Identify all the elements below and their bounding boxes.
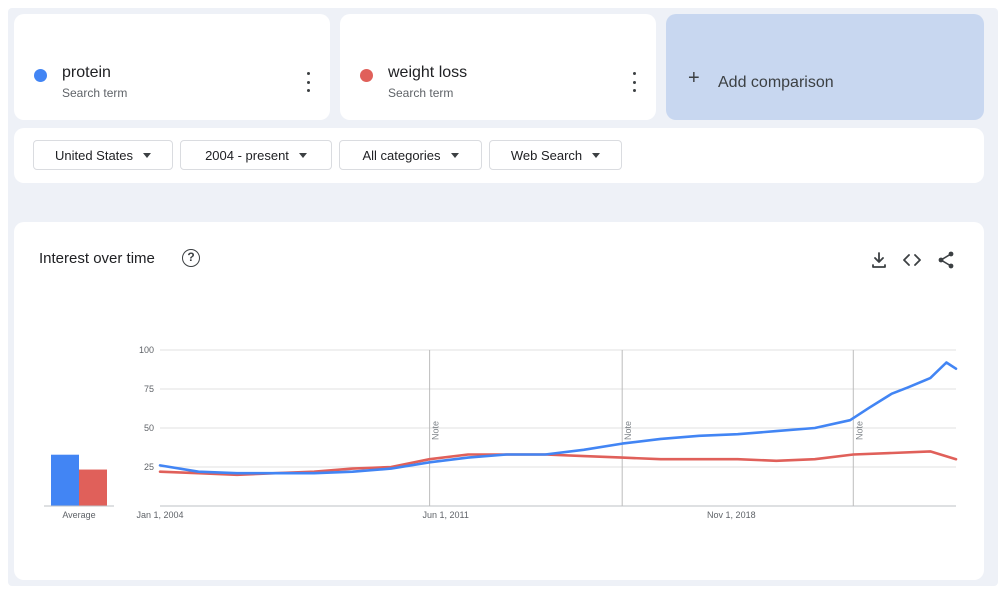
time-filter-dropdown[interactable]: 2004 - present (180, 140, 332, 170)
x-tick-label: Jan 1, 2004 (136, 510, 183, 520)
series-line-protein (158, 361, 958, 475)
search-term-name[interactable]: protein (62, 64, 111, 81)
caret-down-icon (450, 152, 459, 158)
search-term-sublabel: Search term (388, 86, 454, 100)
caret-down-icon (143, 152, 152, 158)
average-bar-chart: Average (44, 454, 114, 520)
x-tick-label: Nov 1, 2018 (707, 510, 756, 520)
search-term-card-protein[interactable]: protein Search term (14, 14, 330, 120)
more-vert-icon[interactable] (626, 72, 642, 92)
caret-down-icon (592, 152, 601, 158)
plus-icon: + (688, 67, 700, 89)
region-filter-label: United States (54, 147, 134, 163)
y-tick-label: 75 (144, 384, 154, 394)
note-marker-label: Note (623, 421, 633, 440)
x-tick-label: Jun 1, 2011 (422, 510, 468, 520)
line-chart: 25 50 75 100 Note Note Note Jan 1, 2004 Jun 1, 2… (136, 345, 958, 520)
help-icon[interactable]: ? (182, 249, 200, 267)
add-comparison-label: Add comparison (718, 74, 834, 91)
search-term-sublabel: Search term (62, 86, 128, 100)
average-bar-protein (51, 454, 79, 506)
series-line-weight-loss (158, 450, 958, 477)
search-term-card-weight-loss[interactable]: weight loss Search term (340, 14, 656, 120)
chart-title: Interest over time (39, 250, 155, 267)
download-icon[interactable] (869, 250, 889, 270)
time-filter-label: 2004 - present (205, 147, 289, 163)
category-filter-dropdown[interactable]: All categories (339, 140, 482, 170)
interest-over-time-chart: Average 25 50 75 100 Note Note Note Jan 1, 2004… (44, 345, 958, 520)
note-marker-label: Note (431, 421, 441, 440)
search-type-filter-dropdown[interactable]: Web Search (489, 140, 622, 170)
region-filter-dropdown[interactable]: United States (33, 140, 173, 170)
add-comparison-button[interactable]: + Add comparison (666, 14, 984, 120)
more-vert-icon[interactable] (300, 72, 316, 92)
y-tick-label: 50 (144, 423, 154, 433)
embed-code-icon[interactable] (902, 250, 922, 270)
average-bar-weight-loss (79, 469, 107, 506)
series-color-dot (360, 69, 373, 82)
y-tick-label: 100 (139, 345, 154, 355)
share-icon[interactable] (936, 250, 956, 270)
series-color-dot (34, 69, 47, 82)
filter-bar: United States 2004 - present All categor… (14, 128, 984, 183)
search-type-filter-label: Web Search (510, 147, 583, 163)
note-marker-label: Note (854, 421, 864, 440)
y-tick-label: 25 (144, 462, 154, 472)
interest-over-time-card: Interest over time ? Average 25 50 75 100 No… (14, 222, 984, 580)
average-label: Average (62, 510, 95, 520)
category-filter-label: All categories (362, 147, 441, 163)
caret-down-icon (298, 152, 307, 158)
search-term-name[interactable]: weight loss (388, 64, 468, 81)
